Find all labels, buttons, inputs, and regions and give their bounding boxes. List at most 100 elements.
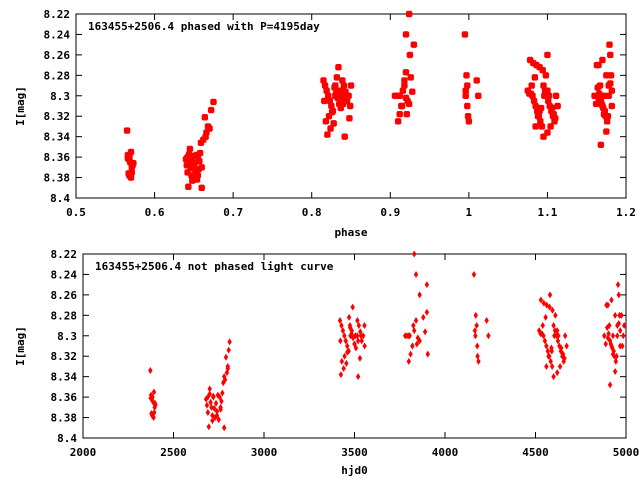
x-tick-label: 0.9 <box>380 206 400 219</box>
data-point <box>474 322 479 330</box>
y-tick-label: 8.24 <box>44 28 71 41</box>
data-point <box>545 92 553 99</box>
data-point <box>350 303 355 311</box>
x-tick-label: 0.8 <box>302 206 322 219</box>
y-tick-label: 8.38 <box>44 172 71 185</box>
data-point <box>406 357 411 365</box>
data-point <box>422 328 428 336</box>
data-point <box>208 398 213 406</box>
data-point <box>214 407 220 415</box>
data-point <box>608 102 616 110</box>
data-point <box>600 104 607 112</box>
data-point <box>403 110 410 118</box>
y-tick-label: 8.3 <box>57 330 77 343</box>
data-point <box>605 334 611 342</box>
data-point <box>549 362 555 370</box>
data-point <box>204 401 210 409</box>
data-point <box>552 92 560 99</box>
data-point <box>355 373 361 381</box>
data-point <box>357 354 363 362</box>
data-point <box>323 87 330 94</box>
data-point <box>346 115 353 122</box>
x-axis-label: phase <box>334 226 367 239</box>
data-point <box>546 352 551 360</box>
data-point <box>359 337 364 345</box>
data-point <box>534 113 542 120</box>
chart-title: 163455+2506.4 phased with P=4195day <box>88 20 320 33</box>
data-point <box>150 410 156 418</box>
data-point <box>221 424 227 432</box>
data-point <box>606 330 611 338</box>
data-point <box>539 67 546 74</box>
data-point <box>551 322 556 330</box>
data-point <box>464 102 471 110</box>
data-point <box>557 362 563 370</box>
data-point <box>151 414 156 422</box>
data-point <box>544 362 549 370</box>
data-point <box>190 152 198 160</box>
data-point <box>148 394 153 402</box>
data-point <box>225 364 230 372</box>
data-point <box>124 154 132 162</box>
data-point <box>340 82 348 89</box>
y-tick-label: 8.28 <box>51 309 78 322</box>
data-point <box>414 340 420 348</box>
data-point <box>127 171 134 178</box>
x-tick-label: 3000 <box>251 446 278 459</box>
data-point <box>343 337 349 345</box>
data-point <box>461 31 469 38</box>
x-tick-label: 1.2 <box>616 206 636 219</box>
data-point <box>355 337 361 345</box>
data-point <box>332 82 339 89</box>
data-point <box>604 113 612 120</box>
data-point <box>214 412 220 420</box>
data-point <box>406 51 414 59</box>
data-point <box>417 291 422 299</box>
data-point <box>484 316 489 324</box>
x-tick-label: 2500 <box>160 446 187 459</box>
data-point <box>537 118 544 125</box>
data-point <box>217 393 222 401</box>
data-point <box>529 92 536 99</box>
data-point <box>407 332 412 340</box>
x-tick-label: 1 <box>466 206 473 219</box>
data-point <box>424 281 430 289</box>
data-point <box>600 92 608 99</box>
data-point <box>547 123 554 130</box>
y-tick-label: 8.34 <box>51 371 78 384</box>
data-point <box>151 398 156 406</box>
data-point <box>130 160 137 167</box>
data-point <box>401 77 408 84</box>
data-point <box>201 114 209 121</box>
data-point <box>475 92 482 99</box>
x-tick-label: 0.7 <box>223 206 243 219</box>
data-point <box>355 332 360 340</box>
data-point <box>343 92 350 99</box>
data-point <box>417 337 422 345</box>
data-point <box>464 82 471 89</box>
data-point <box>189 177 196 184</box>
y-tick-label: 8.34 <box>44 131 71 144</box>
data-point <box>462 87 469 94</box>
data-point <box>413 270 419 278</box>
data-point <box>545 97 552 105</box>
data-point <box>545 347 551 355</box>
data-point <box>328 102 335 110</box>
data-point <box>335 63 342 71</box>
data-point <box>221 373 227 381</box>
data-point <box>421 313 426 321</box>
data-point <box>326 97 333 105</box>
data-point <box>347 322 353 330</box>
y-tick-label: 8.36 <box>51 391 78 404</box>
data-point <box>332 92 339 99</box>
x-tick-label: 0.5 <box>66 206 86 219</box>
data-point <box>544 87 551 94</box>
data-point <box>211 392 216 400</box>
data-point <box>340 327 346 335</box>
data-point <box>424 308 430 316</box>
y-tick-label: 8.22 <box>51 248 78 261</box>
data-point <box>486 332 491 340</box>
data-point <box>321 97 328 105</box>
data-point <box>207 106 215 114</box>
